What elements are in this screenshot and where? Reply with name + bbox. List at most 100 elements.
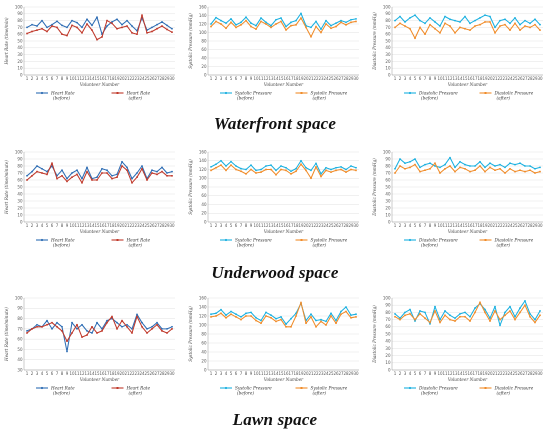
data-point <box>320 28 322 30</box>
legend-item-after: Diastolic Pressure(after) <box>479 237 534 247</box>
data-point <box>399 158 401 160</box>
legend-label: Heart Rate <box>126 90 151 95</box>
data-point <box>310 316 312 318</box>
data-point <box>260 168 262 171</box>
y-tick-label: 60 <box>17 337 23 342</box>
y-tick-label: 30 <box>17 198 23 203</box>
space-title-waterfront: Waterfront space <box>213 114 337 133</box>
data-point <box>215 312 217 315</box>
data-point <box>61 330 63 332</box>
x-axis-label: Volunteer Number <box>264 82 304 87</box>
data-point <box>285 323 287 325</box>
x-tick-label: 28 <box>343 371 349 376</box>
chart-waterfront-systolic: 0 20 40 60 80 100 120 140 160 1 2 3 4 5 6 7 8 9 10 11 12 13 14… <box>186 3 362 109</box>
data-point <box>265 311 267 314</box>
x-tick-label: 26 <box>517 371 523 376</box>
data-point <box>245 315 247 317</box>
data-point <box>156 321 158 324</box>
x-tick-label: 27 <box>338 76 344 81</box>
data-point <box>126 19 128 22</box>
x-tick-label: 17 <box>288 371 294 376</box>
y-tick-label: 80 <box>201 331 207 336</box>
y-tick-label: 80 <box>201 184 207 189</box>
x-tick-label: 2 <box>399 76 402 81</box>
data-point <box>335 25 337 28</box>
legend-item-before: Systolic Pressure(before) <box>220 385 272 395</box>
y-tick-label: 100 <box>199 176 207 181</box>
data-point <box>46 26 48 29</box>
x-tick-label: 24 <box>507 371 513 376</box>
data-point <box>454 32 456 34</box>
data-point <box>171 170 173 173</box>
data-point <box>459 26 461 29</box>
data-point <box>265 23 267 25</box>
x-axis-label: Volunteer Number <box>264 377 304 382</box>
data-point <box>340 310 342 313</box>
data-point <box>106 19 108 22</box>
x-tick-label: 29 <box>348 76 354 81</box>
data-point <box>136 33 138 35</box>
x-tick-label: 4 <box>225 223 228 228</box>
data-point <box>240 316 242 318</box>
y-tick-label: 20 <box>201 211 207 216</box>
y-tick-label: 90 <box>17 11 23 16</box>
legend-label: Systolic Pressure <box>235 90 272 95</box>
legend-item-before: Heart Rate(before) <box>36 237 75 247</box>
data-point <box>81 32 83 34</box>
data-point <box>310 177 312 180</box>
data-point <box>161 166 163 169</box>
y-axis-label: Diastolic Pressure (mmHg) <box>372 12 377 71</box>
x-tick-label: 23 <box>318 371 324 376</box>
data-point <box>315 25 317 28</box>
data-point <box>469 170 471 173</box>
data-point <box>146 32 148 34</box>
x-axis-label: Volunteer Number <box>448 377 488 382</box>
data-point <box>409 16 411 19</box>
data-point <box>36 165 38 167</box>
data-point <box>235 313 237 316</box>
data-point <box>156 170 158 173</box>
data-point <box>529 165 531 167</box>
data-point <box>534 172 536 174</box>
data-point <box>414 14 416 17</box>
data-point <box>96 16 98 19</box>
x-tick-label: 16 <box>467 223 473 228</box>
y-axis-label: Systolic Pressure (mmHg) <box>188 159 193 215</box>
data-point <box>210 165 212 168</box>
x-tick-label: 3 <box>404 371 407 376</box>
x-tick-label: 18 <box>109 223 115 228</box>
x-tick-label: 9 <box>250 76 253 81</box>
data-point <box>504 23 506 26</box>
data-point <box>51 321 53 324</box>
data-point <box>41 172 43 174</box>
x-tick-label: 22 <box>129 371 135 376</box>
x-tick-label: 5 <box>46 223 49 228</box>
data-point <box>414 320 416 322</box>
x-tick-label: 13 <box>452 223 458 228</box>
data-point <box>46 30 48 33</box>
legend-label-qualifier: (after) <box>313 242 327 247</box>
x-tick-label: 2 <box>399 223 402 228</box>
series-line-after <box>394 301 541 324</box>
x-tick-label: 21 <box>308 371 314 376</box>
data-point <box>315 166 317 168</box>
data-point <box>76 169 78 172</box>
x-tick-label: 28 <box>527 76 533 81</box>
data-point <box>210 169 212 172</box>
x-tick-label: 27 <box>338 223 344 228</box>
data-point <box>514 163 516 166</box>
legend-label-qualifier: (after) <box>129 242 143 247</box>
y-tick-label: 40 <box>385 191 391 196</box>
x-tick-label: 4 <box>41 223 44 228</box>
x-tick-label: 22 <box>497 223 503 228</box>
data-point <box>270 24 272 27</box>
data-point <box>449 318 451 321</box>
x-tick-label: 17 <box>104 371 110 376</box>
y-tick-label: 60 <box>385 177 391 182</box>
x-tick-label: 22 <box>313 76 319 81</box>
data-point <box>469 165 471 167</box>
x-tick-label: 22 <box>497 76 503 81</box>
y-tick-label: 90 <box>385 303 391 308</box>
x-tick-label: 5 <box>46 371 49 376</box>
data-point <box>275 169 277 172</box>
